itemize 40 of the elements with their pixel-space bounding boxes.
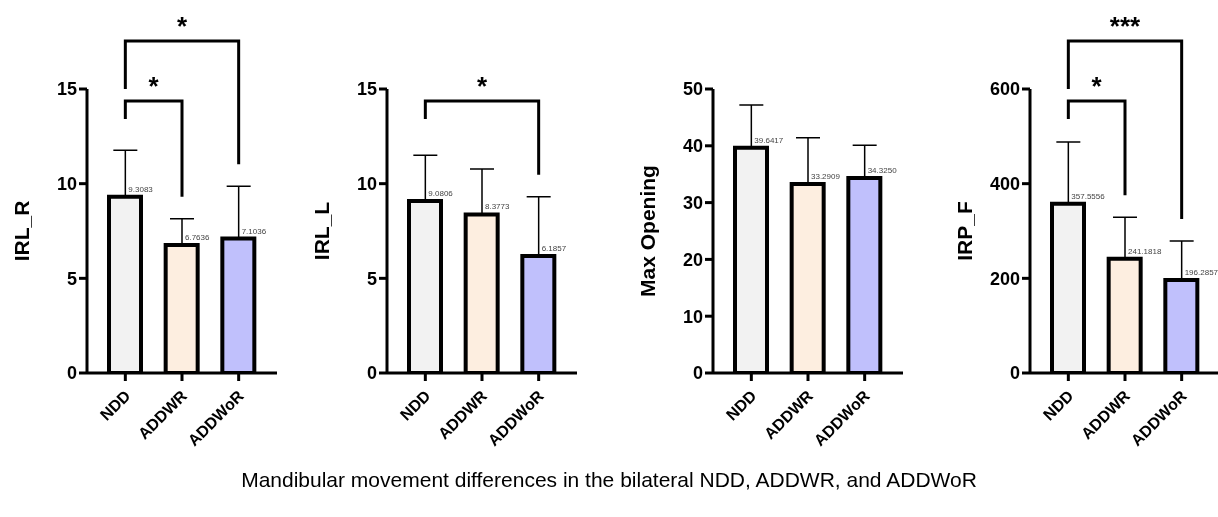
y-tick-label: 20: [682, 249, 703, 270]
data-label: 6.7636: [185, 232, 211, 242]
y-tick-label: 400: [989, 174, 1020, 195]
data-label: 9.0806: [428, 189, 454, 199]
y-tick-label: 200: [989, 268, 1020, 289]
text: ***: [1109, 11, 1142, 41]
y-tick-label: 0: [1009, 363, 1020, 384]
data-label: 9.3083: [128, 184, 154, 194]
y-tick-label: 40: [682, 136, 703, 157]
y-axis-title: Max Opening: [636, 165, 659, 297]
y-tick-label: 600: [989, 79, 1020, 100]
data-label: 6.1857: [541, 243, 567, 253]
y-tick-label: 50: [682, 79, 703, 100]
y-tick-label: 10: [682, 306, 703, 327]
data-label: 8.3773: [485, 202, 511, 212]
y-axis-title: IRL_R: [10, 200, 33, 262]
text: *: [176, 11, 188, 41]
data-label: 241.1818: [1128, 246, 1162, 256]
annotation: *: [1091, 71, 1103, 101]
y-tick-label: 0: [366, 363, 377, 384]
annotation: *: [148, 71, 160, 101]
data-label: 39.6417: [754, 135, 784, 145]
y-tick-label: 10: [56, 174, 77, 195]
text: Mandibular movement differences in the bilateral NDD, ADDWR, and ADDWoR: [240, 468, 978, 492]
data-label: 7.1036: [241, 226, 267, 236]
y-tick-label: 0: [66, 363, 77, 384]
y-tick-label: 5: [366, 268, 377, 289]
data-label: 196.2857: [1184, 268, 1218, 278]
y-axis-title: IRP_F: [953, 201, 976, 261]
annotation: *: [476, 71, 488, 101]
y-axis-title: IRL_L: [310, 201, 333, 261]
y-tick-label: 0: [692, 363, 703, 384]
y-tick-label: 30: [682, 192, 703, 213]
y-tick-label: 10: [356, 174, 377, 195]
y-tick-label: 15: [356, 79, 377, 100]
y-tick-label: 15: [56, 79, 77, 100]
data-label: 357.5556: [1071, 191, 1106, 201]
data-label: 34.3250: [867, 166, 898, 176]
data-label: 33.2909: [811, 171, 841, 181]
y-tick-label: 5: [66, 268, 77, 289]
